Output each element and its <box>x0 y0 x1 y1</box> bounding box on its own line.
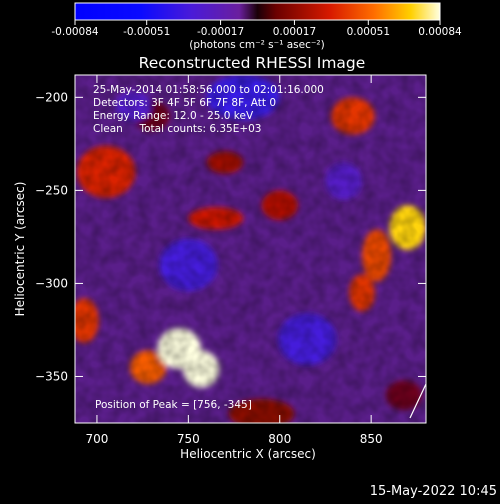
plot-frame <box>74 74 427 424</box>
annotation-total-counts: Clean Total counts: 6.35E+03 <box>93 123 262 135</box>
colorbar-tick-label: 0.00051 <box>347 26 390 38</box>
peak-position-label: Position of Peak = [756, -345] <box>95 399 252 411</box>
image-noise-texture <box>75 75 426 423</box>
x-tick-label: 800 <box>268 432 291 446</box>
annotation-energy-range: Energy Range: 12.0 - 25.0 keV <box>93 110 254 122</box>
colorbar-tick-label: 0.00084 <box>418 26 462 38</box>
colorbar-tick-label: -0.00084 <box>51 26 99 38</box>
axis-ticks: 700 750 800 850 −200 −250 −300 −350 <box>35 75 426 446</box>
x-axis-label: Heliocentric X (arcsec) <box>180 447 316 461</box>
colorbar <box>74 2 441 21</box>
x-tick-label: 750 <box>177 432 200 446</box>
image-plot-area <box>75 75 426 423</box>
x-tick-label: 700 <box>85 432 108 446</box>
y-tick-label: −350 <box>35 369 68 383</box>
colorbar-tick-label: -0.00051 <box>123 26 170 38</box>
x-tick-label: 850 <box>360 432 383 446</box>
chart-title: Reconstructed RHESSI Image <box>139 54 366 72</box>
disk-limb-line <box>409 383 427 419</box>
y-axis-label: Heliocentric Y (arcsec) <box>13 182 27 317</box>
y-tick-label: −200 <box>35 90 68 104</box>
colorbar-tick-label: 0.00017 <box>273 26 316 38</box>
colorbar-unit-label: (photons cm⁻² s⁻¹ asec⁻²) <box>189 39 324 51</box>
y-tick-label: −300 <box>35 276 68 290</box>
colorbar-ticks: -0.00084 -0.00051 -0.00017 0.00017 0.00051 0.… <box>51 20 462 38</box>
footer-date: 15-May-2022 10:45 <box>370 484 497 499</box>
annotation-time-range: 25-May-2014 01:58:56.000 to 02:01:16.000 <box>93 84 324 96</box>
annotation-detectors: Detectors: 3F 4F 5F 6F 7F 8F, Att 0 <box>93 97 276 109</box>
y-tick-label: −250 <box>35 183 68 197</box>
colorbar-tick-label: -0.00017 <box>197 26 244 38</box>
